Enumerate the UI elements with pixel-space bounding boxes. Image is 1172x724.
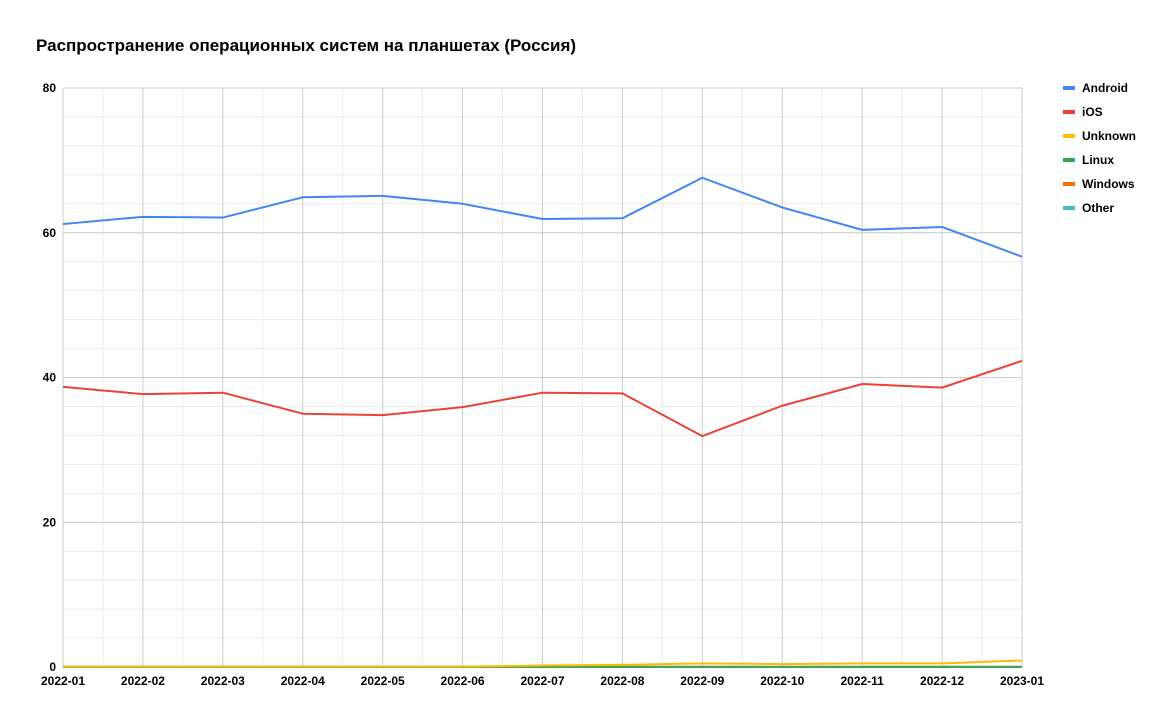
x-tick-label: 2022-05	[361, 674, 405, 688]
y-tick-label: 60	[43, 226, 57, 240]
x-axis-ticks: 2022-01 2022-02 2022-03 2022-04 2022-05 2022-…	[41, 674, 1044, 688]
legend-swatch-other	[1063, 206, 1075, 210]
y-axis-ticks: 0 20 40 60 80	[43, 81, 57, 674]
x-tick-label: 2022-09	[680, 674, 724, 688]
legend-swatch-windows	[1063, 182, 1075, 186]
legend: Android iOS Unknown Linux Windows Other	[1063, 81, 1136, 215]
x-tick-label: 2022-07	[520, 674, 564, 688]
x-tick-label: 2022-11	[840, 674, 884, 688]
legend-label-other: Other	[1082, 201, 1114, 215]
legend-label-windows: Windows	[1082, 177, 1135, 191]
x-tick-label: 2022-01	[41, 674, 85, 688]
legend-label-android: Android	[1082, 81, 1128, 95]
legend-label-ios: iOS	[1082, 105, 1103, 119]
x-tick-label: 2022-02	[121, 674, 165, 688]
x-tick-label: 2022-08	[600, 674, 644, 688]
x-tick-label: 2022-03	[201, 674, 245, 688]
legend-swatch-ios	[1063, 110, 1075, 114]
chart-title: Распространение операционных систем на п…	[36, 36, 577, 55]
y-tick-label: 40	[43, 371, 57, 385]
legend-swatch-unknown	[1063, 134, 1075, 138]
x-tick-label: 2022-04	[281, 674, 325, 688]
series-lines	[62, 176, 1023, 668]
y-tick-label: 0	[49, 660, 56, 674]
y-tick-label: 80	[43, 81, 57, 95]
legend-swatch-linux	[1063, 158, 1075, 162]
series-line-unknown	[63, 659, 1023, 668]
major-gridlines	[62, 87, 1023, 668]
x-tick-label: 2022-10	[760, 674, 804, 688]
x-tick-label: 2022-12	[920, 674, 964, 688]
series-line-android	[62, 176, 1023, 258]
x-tick-label: 2023-01	[1000, 674, 1044, 688]
y-tick-label: 20	[43, 515, 57, 529]
x-tick-label: 2022-06	[441, 674, 485, 688]
legend-label-linux: Linux	[1082, 153, 1114, 167]
legend-label-unknown: Unknown	[1082, 129, 1136, 143]
legend-swatch-android	[1063, 86, 1075, 90]
series-line-ios	[62, 359, 1023, 438]
